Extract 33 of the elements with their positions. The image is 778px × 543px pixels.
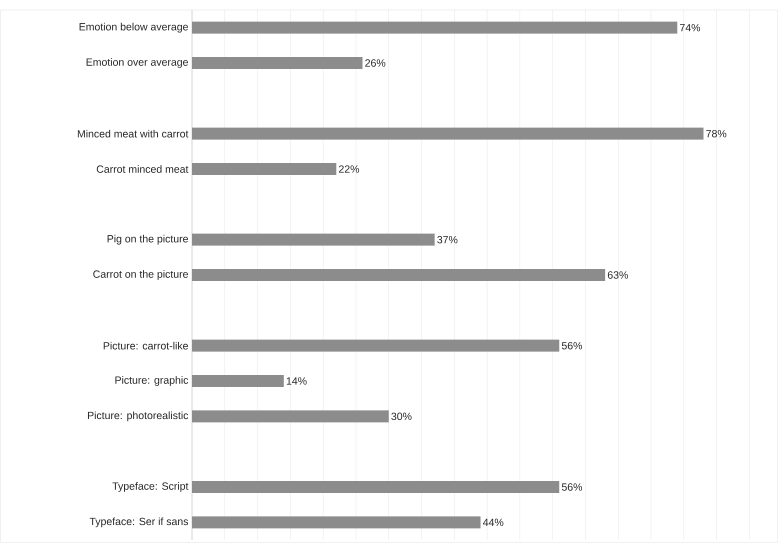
bar bbox=[192, 57, 363, 69]
data-label: 14% bbox=[286, 377, 307, 385]
y-tick-label: Carrot minced meat bbox=[96, 165, 188, 173]
y-tick-label: Picture: carrot-like bbox=[104, 342, 188, 350]
data-label: 56% bbox=[562, 483, 582, 491]
data-label: 74% bbox=[680, 24, 700, 32]
bar bbox=[192, 410, 389, 422]
data-label: 63% bbox=[608, 271, 628, 279]
y-tick-label: Emotion below average bbox=[80, 22, 188, 33]
y-tick-label: Picture: graphic bbox=[115, 376, 188, 386]
y-tick-label: Picture: photorealistic bbox=[88, 411, 188, 422]
y-tick-label: Pig on the picture bbox=[108, 234, 188, 245]
bar bbox=[192, 163, 336, 175]
y-tick-label: Carrot on the picture bbox=[93, 270, 188, 280]
y-tick-label: Emotion over average bbox=[86, 58, 188, 68]
bar bbox=[192, 234, 435, 246]
bar bbox=[192, 516, 481, 528]
bar bbox=[192, 375, 284, 388]
y-tick-label: Typeface: Script bbox=[112, 482, 188, 492]
data-label: 78% bbox=[706, 130, 726, 138]
data-label: 22% bbox=[339, 165, 360, 173]
y-tick-label: Typeface: Ser if sans bbox=[90, 517, 188, 528]
bar bbox=[192, 22, 678, 34]
data-label: 37% bbox=[437, 236, 458, 244]
data-label: 26% bbox=[365, 59, 386, 67]
data-label: 44% bbox=[482, 518, 504, 526]
data-label: 56% bbox=[562, 342, 582, 350]
bar bbox=[192, 481, 560, 494]
bar bbox=[192, 340, 560, 352]
bar bbox=[192, 128, 704, 140]
data-label: 30% bbox=[391, 412, 412, 420]
y-tick-label: Minced meat with carrot bbox=[78, 130, 188, 138]
bar bbox=[192, 269, 606, 282]
